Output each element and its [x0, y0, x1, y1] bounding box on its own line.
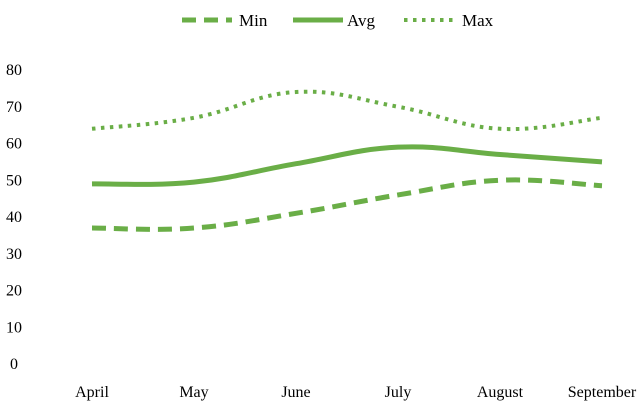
x-axis: April May June July August September	[75, 384, 637, 401]
legend: Min Avg Max	[182, 11, 494, 30]
y-tick-label: 80	[6, 62, 22, 79]
x-tick-label: April	[75, 384, 109, 401]
x-tick-label: August	[477, 384, 524, 401]
y-tick-label: 70	[6, 99, 22, 116]
series-line-max	[91, 89, 603, 132]
legend-item-max: Max	[404, 11, 494, 30]
series-line-avg	[91, 144, 603, 187]
x-tick-label: September	[568, 384, 637, 401]
y-tick-label: 10	[6, 319, 22, 336]
plot-area	[91, 89, 603, 232]
y-tick-label: 60	[6, 136, 22, 153]
legend-item-avg: Avg	[293, 11, 376, 30]
y-tick-label: 30	[6, 246, 22, 263]
x-tick-label: June	[281, 384, 310, 401]
legend-item-min: Min	[182, 11, 268, 30]
legend-label: Avg	[347, 11, 376, 30]
y-tick-label: 0	[10, 356, 18, 373]
series-line-min	[91, 177, 603, 232]
legend-label: Max	[462, 11, 494, 30]
x-tick-label: May	[179, 384, 208, 401]
y-tick-label: 50	[6, 172, 22, 189]
legend-label: Min	[239, 11, 268, 30]
y-tick-label: 20	[6, 283, 22, 300]
x-tick-label: July	[385, 384, 412, 401]
y-tick-label: 40	[6, 209, 22, 226]
y-axis: 0 10 20 30 40 50 60 70 80	[6, 62, 22, 373]
